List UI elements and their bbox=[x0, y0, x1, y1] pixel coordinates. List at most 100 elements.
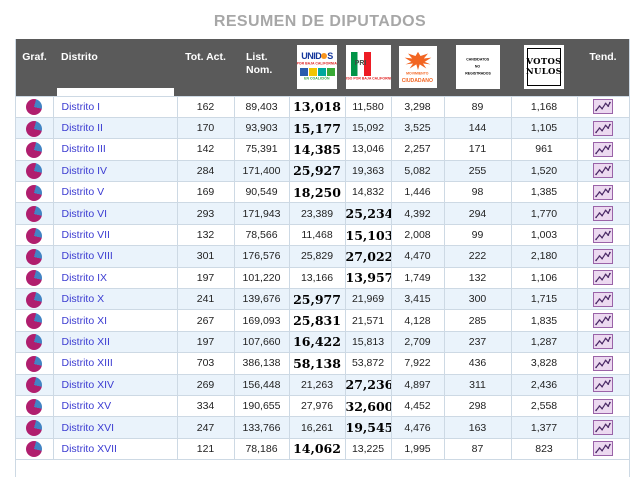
mc-votes-cell: 2,008 bbox=[390, 223, 445, 247]
trend-icon[interactable] bbox=[593, 420, 614, 436]
pie-chart-icon[interactable] bbox=[26, 334, 43, 351]
trend-icon[interactable] bbox=[593, 184, 614, 200]
distrito-link[interactable]: Distrito II bbox=[61, 122, 103, 135]
distrito-link[interactable]: Distrito IX bbox=[61, 271, 108, 284]
cnr-votes-cell: 163 bbox=[443, 416, 512, 439]
table-row: Distrito XV 334 190,655 27,976 32,600 4,… bbox=[16, 394, 629, 418]
tot-act-cell: 247 bbox=[176, 416, 235, 439]
pie-chart-icon[interactable] bbox=[26, 248, 43, 265]
graf-cell bbox=[16, 416, 54, 439]
header-distrito: Distrito bbox=[53, 39, 177, 96]
trend-icon[interactable] bbox=[593, 398, 614, 414]
pie-chart-icon[interactable] bbox=[26, 206, 43, 223]
distrito-link[interactable]: Distrito VIII bbox=[61, 250, 113, 263]
trend-icon[interactable] bbox=[593, 99, 614, 115]
list-nom-cell: 78,566 bbox=[233, 223, 290, 247]
pie-chart-icon[interactable] bbox=[26, 291, 43, 308]
mc-votes-cell: 1,749 bbox=[390, 266, 445, 290]
tot-act-cell: 132 bbox=[176, 223, 235, 247]
nulos-votes-cell: 2,558 bbox=[510, 394, 578, 418]
list-nom-cell: 75,391 bbox=[233, 138, 290, 161]
distrito-cell: Distrito IV bbox=[52, 159, 178, 183]
unidos-por-baja-california-logo: UNID S POR BAJA CALIFORNIA EN COALICIÓN bbox=[297, 45, 337, 90]
cnr-votes-cell: 300 bbox=[443, 288, 512, 311]
nulos-votes-cell: 1,106 bbox=[510, 266, 578, 290]
trend-icon[interactable] bbox=[593, 377, 614, 393]
eagle-icon bbox=[404, 51, 431, 71]
mc-votes-cell: 7,922 bbox=[390, 352, 445, 375]
distrito-link[interactable]: Distrito XIII bbox=[61, 357, 113, 370]
pri-votes-cell: 53,872 bbox=[344, 352, 392, 375]
trend-icon[interactable] bbox=[593, 206, 614, 222]
nulos-votes-cell: 1,377 bbox=[510, 416, 578, 439]
trend-icon[interactable] bbox=[593, 334, 614, 350]
tend-cell bbox=[576, 416, 629, 439]
mc-votes-cell: 4,128 bbox=[390, 309, 445, 332]
distrito-link[interactable]: Distrito XIV bbox=[61, 378, 115, 391]
trend-icon[interactable] bbox=[593, 227, 614, 243]
trend-icon[interactable] bbox=[593, 291, 614, 307]
trend-icon[interactable] bbox=[593, 120, 614, 136]
tot-act-cell: 121 bbox=[176, 437, 235, 461]
trend-icon[interactable] bbox=[593, 441, 614, 457]
distrito-cell: Distrito XIV bbox=[52, 373, 178, 396]
distrito-link[interactable]: Distrito III bbox=[61, 143, 106, 156]
distrito-link[interactable]: Distrito XI bbox=[61, 314, 108, 327]
pri-votes-cell: 19,363 bbox=[344, 159, 392, 183]
distrito-link[interactable]: Distrito IV bbox=[61, 164, 108, 177]
pie-chart-icon[interactable] bbox=[26, 377, 43, 394]
distrito-link[interactable]: Distrito XII bbox=[61, 335, 110, 348]
tend-cell bbox=[576, 309, 629, 332]
nulos-votes-cell: 1,105 bbox=[510, 116, 578, 140]
tot-act-cell: 241 bbox=[176, 288, 235, 311]
table-row: Distrito VIII 301 176,576 25,829 27,022 … bbox=[16, 245, 629, 268]
pie-chart-icon[interactable] bbox=[26, 270, 43, 287]
pie-chart-icon[interactable] bbox=[26, 355, 43, 372]
distrito-cell: Distrito XIII bbox=[52, 352, 178, 375]
nulos-votes-cell: 1,168 bbox=[510, 95, 578, 118]
tot-act-cell: 170 bbox=[176, 116, 235, 140]
distrito-link[interactable]: Distrito X bbox=[61, 293, 105, 306]
pie-chart-icon[interactable] bbox=[26, 398, 43, 415]
pri-votes-cell: 15,092 bbox=[344, 116, 392, 140]
distrito-link[interactable]: Distrito XVII bbox=[61, 442, 117, 455]
results-table: Graf. Distrito Tot. Act. List. Nom. UNID… bbox=[16, 39, 629, 461]
cnr-votes-cell: 436 bbox=[443, 352, 512, 375]
distrito-link[interactable]: Distrito I bbox=[61, 100, 101, 113]
pri-votes-cell: 15,103 bbox=[344, 223, 392, 247]
trend-icon[interactable] bbox=[593, 270, 614, 286]
distrito-link[interactable]: Distrito XV bbox=[61, 400, 112, 413]
list-nom-cell: 169,093 bbox=[233, 309, 290, 332]
list-nom-cell: 190,655 bbox=[233, 394, 290, 418]
pie-chart-icon[interactable] bbox=[26, 120, 43, 137]
list-nom-cell: 107,660 bbox=[233, 330, 290, 354]
pie-chart-icon[interactable] bbox=[26, 313, 43, 330]
trend-icon[interactable] bbox=[593, 163, 614, 179]
distrito-cell: Distrito II bbox=[52, 116, 178, 140]
tend-cell bbox=[576, 95, 629, 118]
trend-icon[interactable] bbox=[593, 313, 614, 329]
pie-chart-icon[interactable] bbox=[26, 420, 43, 437]
graf-cell bbox=[16, 223, 54, 247]
graf-cell bbox=[16, 181, 54, 204]
pie-chart-icon[interactable] bbox=[26, 227, 43, 244]
pie-chart-icon[interactable] bbox=[26, 99, 43, 116]
pie-chart-icon[interactable] bbox=[26, 441, 43, 458]
nulos-votes-cell: 1,287 bbox=[510, 330, 578, 354]
distrito-link[interactable]: Distrito VI bbox=[61, 207, 108, 220]
pie-chart-icon[interactable] bbox=[26, 141, 43, 158]
nulos-votes-cell: 823 bbox=[510, 437, 578, 461]
distrito-link[interactable]: Distrito V bbox=[61, 186, 105, 199]
pie-chart-icon[interactable] bbox=[26, 184, 43, 201]
table-row: Distrito XII 197 107,660 16,422 15,813 2… bbox=[16, 330, 629, 354]
trend-icon[interactable] bbox=[593, 248, 614, 264]
pie-chart-icon[interactable] bbox=[26, 163, 43, 180]
distrito-link[interactable]: Distrito XVI bbox=[61, 421, 115, 434]
header-candidatos-no-registrados: CANDIDATOS NO REGISTRADOS bbox=[444, 39, 511, 96]
distrito-link[interactable]: Distrito VII bbox=[61, 229, 110, 242]
tend-cell bbox=[576, 394, 629, 418]
trend-icon[interactable] bbox=[593, 141, 614, 157]
trend-icon[interactable] bbox=[593, 355, 614, 371]
mc-votes-cell: 1,446 bbox=[390, 181, 445, 204]
distrito-cell: Distrito IX bbox=[52, 266, 178, 290]
